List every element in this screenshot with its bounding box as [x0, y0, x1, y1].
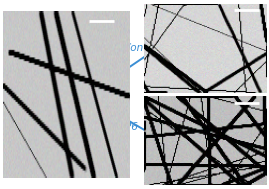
- Text: IP6: IP6: [122, 122, 138, 132]
- Text: Control: Control: [124, 43, 162, 53]
